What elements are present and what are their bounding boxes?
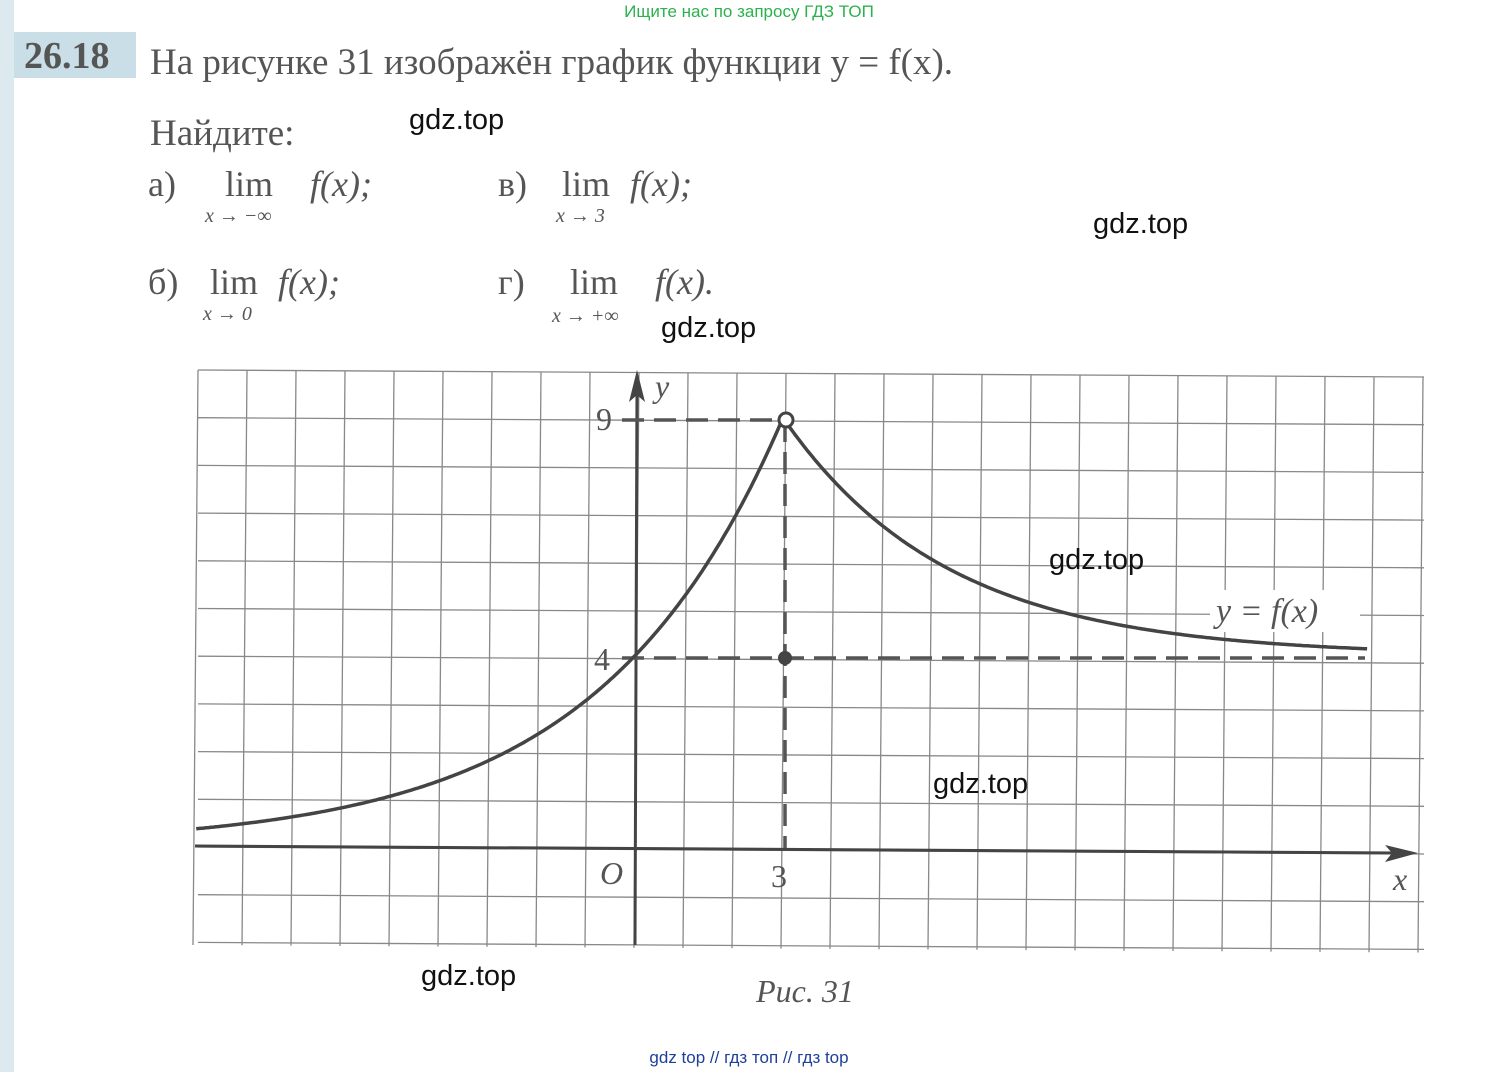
expr: f(x); [630, 164, 692, 204]
grid-line [197, 798, 1425, 807]
grid-line [197, 369, 1425, 378]
grid-line [1221, 376, 1228, 952]
grid-line [192, 369, 199, 946]
grid-line [976, 374, 983, 950]
grid-line [486, 371, 493, 947]
grid-line [339, 370, 346, 946]
statement: На рисунке 31 изображён график функции y… [150, 42, 953, 83]
lim-under: x → +∞ [551, 305, 619, 327]
grid-line [197, 894, 1425, 903]
tick-label: 9 [596, 401, 612, 437]
grid-line [290, 370, 297, 946]
problem-number: 26.18 [24, 35, 110, 77]
grid-line [1123, 375, 1130, 951]
grid-line [682, 372, 689, 949]
lim: lim [570, 262, 618, 302]
banner: Ищите нас по запросу ГДЗ ТОП [624, 2, 874, 21]
grid-line [197, 560, 1425, 569]
lim-under: x → 3 [555, 205, 605, 227]
caption: Рис. 31 [755, 973, 854, 1009]
lim-under: x → −∞ [204, 205, 272, 227]
grid-line [197, 703, 1425, 712]
origin-label: O [600, 855, 623, 891]
side-strip [0, 0, 14, 1072]
lim: lim [562, 164, 610, 204]
expr: f(x); [310, 164, 372, 204]
item-label: в) [498, 164, 527, 204]
y-arrow [629, 370, 645, 402]
grid-line [829, 373, 836, 949]
item: а) lim x → −∞ f(x); [148, 164, 372, 227]
grid-line [197, 464, 1425, 474]
grid-line [437, 371, 444, 947]
expr: f(x). [655, 262, 714, 302]
watermark: gdz.top [1093, 208, 1188, 240]
grid-line [1368, 377, 1375, 953]
footer: gdz top // гдз топ // гдз top [649, 1048, 848, 1067]
item: б) lim x → 0 f(x); [148, 262, 340, 325]
item-label: б) [148, 262, 178, 302]
lim-under: x → 0 [202, 303, 252, 325]
curve-label: y = f(x) [1213, 593, 1318, 630]
label-bg [1210, 590, 1360, 632]
item-label: г) [498, 262, 525, 302]
grid-line [1417, 377, 1424, 953]
grid-line [197, 655, 1425, 664]
grid-line [584, 372, 591, 948]
grid [192, 369, 1425, 953]
watermark: gdz.top [1049, 544, 1144, 576]
filled-point [778, 651, 792, 665]
number-box [14, 32, 136, 78]
grid-line [197, 417, 1425, 426]
grid-line [197, 941, 1425, 951]
guide-lines [622, 418, 1365, 848]
figure: y x O 9 4 3 y = f(x) Рис. 31 [192, 368, 1425, 1009]
grid-line [927, 374, 934, 950]
lim: lim [225, 164, 273, 204]
grid-line [1270, 376, 1277, 952]
tick-label: 4 [594, 641, 610, 677]
grid-line [878, 374, 885, 950]
grid-line [535, 372, 542, 948]
y-label: y [652, 368, 670, 404]
watermark: gdz.top [933, 768, 1028, 800]
grid-line [731, 373, 738, 949]
watermark: gdz.top [421, 960, 516, 992]
prompt: Найдите: [150, 113, 294, 154]
open-point [777, 411, 795, 429]
tick-label: 3 [771, 858, 787, 894]
watermark: gdz.top [661, 312, 756, 344]
x-arrow [1385, 845, 1418, 862]
x-axis [194, 844, 1406, 855]
curve [195, 417, 1368, 831]
item: г) lim x → +∞ f(x). [498, 262, 714, 327]
grid-line [1074, 375, 1081, 951]
grid-line [1319, 376, 1326, 952]
grid-line [1025, 375, 1032, 951]
lim: lim [210, 262, 258, 302]
grid-line [197, 750, 1425, 760]
x-label: x [1392, 861, 1407, 897]
item: в) lim x → 3 f(x); [498, 164, 692, 227]
grid-line [388, 371, 395, 947]
grid-line [1172, 375, 1179, 952]
grid-line [241, 370, 248, 946]
expr: f(x); [278, 262, 340, 302]
grid-line [197, 512, 1425, 521]
y-axis [633, 384, 639, 946]
watermark: gdz.top [409, 104, 504, 136]
item-label: а) [148, 164, 176, 204]
